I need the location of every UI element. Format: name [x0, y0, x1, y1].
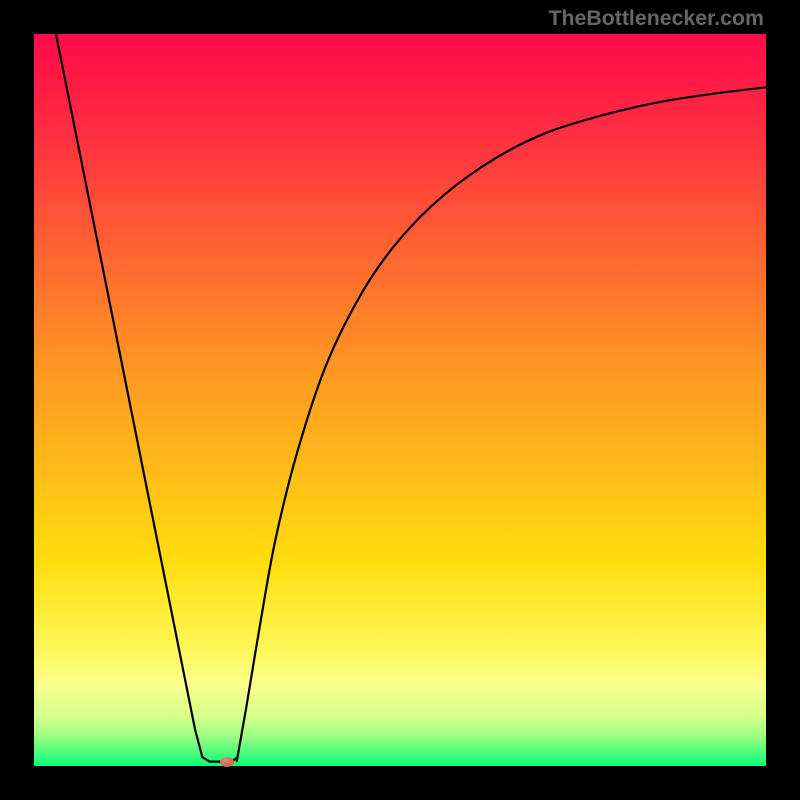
bottleneck-curve	[34, 34, 766, 766]
plot-area	[34, 34, 766, 766]
watermark-text: TheBottlenecker.com	[548, 6, 764, 31]
optimum-marker	[220, 757, 234, 767]
curve-left-segment	[56, 34, 238, 762]
curve-right-segment	[237, 87, 766, 760]
chart-frame: TheBottlenecker.com	[0, 0, 800, 800]
